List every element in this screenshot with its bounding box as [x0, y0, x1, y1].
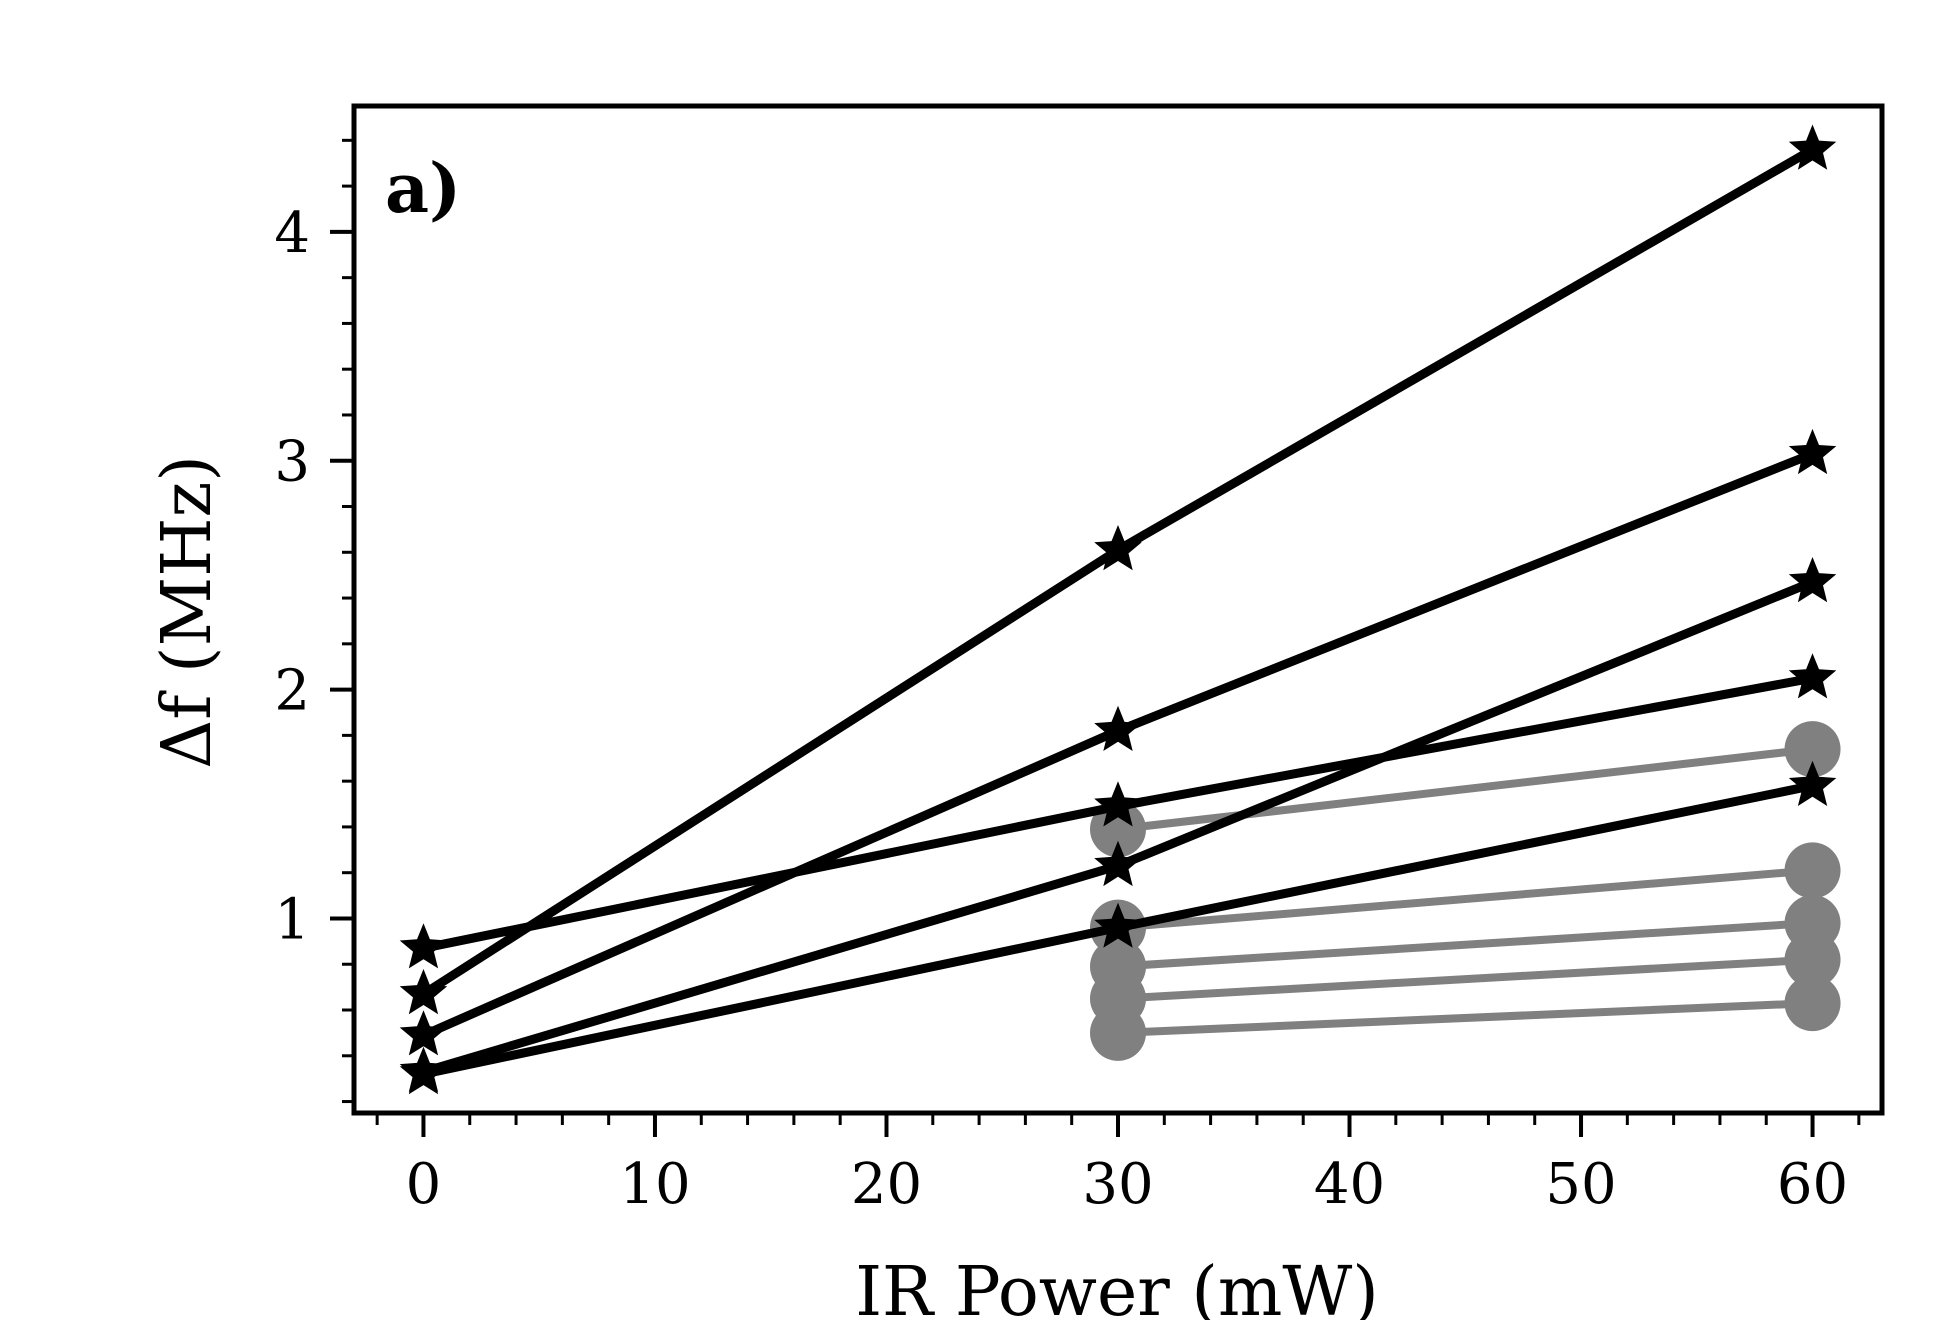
series-line [1117, 866, 1813, 932]
star-marker [399, 969, 448, 1015]
x-tick-label: 50 [1545, 1152, 1616, 1217]
star-marker [399, 923, 448, 969]
x-axis-title: IR Power (mW) [855, 1253, 1379, 1320]
circle-marker [1090, 801, 1146, 858]
series-5 [399, 760, 1837, 1095]
circle-marker [1090, 1004, 1146, 1061]
star-marker [1788, 760, 1837, 806]
series-line [1117, 955, 1813, 1003]
y-tick-label: 4 [274, 201, 310, 266]
series-2 [399, 428, 1837, 1056]
circle-marker [1784, 721, 1841, 778]
star-marker [1788, 428, 1837, 475]
series-4 [399, 653, 1837, 969]
star-marker [1094, 705, 1142, 751]
x-tick-label: 40 [1314, 1152, 1385, 1217]
x-tick-label: 20 [851, 1152, 922, 1217]
series-line [1117, 919, 1813, 971]
star-marker [399, 1010, 448, 1056]
star-marker [1094, 840, 1142, 887]
star-marker [1788, 124, 1837, 170]
star-marker [1094, 525, 1142, 571]
x-tick-label: 60 [1777, 1152, 1848, 1217]
star-marker [1788, 557, 1837, 603]
y-tick-label: 3 [274, 430, 310, 495]
star-marker [1094, 902, 1142, 948]
x-tick-label: 0 [406, 1152, 442, 1217]
series-line [1117, 999, 1813, 1037]
circle-marker [1784, 931, 1841, 988]
star-marker [399, 1049, 448, 1095]
star-marker [1094, 781, 1142, 827]
y-tick-label: 2 [274, 659, 310, 724]
y-axis-title: Δf (MHz) [148, 455, 227, 769]
star-marker [1788, 653, 1837, 699]
x-tick-label: 30 [1082, 1152, 1153, 1217]
series-10 [1090, 975, 1841, 1061]
panel-label: a) [385, 149, 461, 229]
axis-ticks: 0 10 20 30 40 50 60 1 2 3 4 [274, 138, 1861, 1217]
series-layer [399, 124, 1841, 1095]
circle-marker [1784, 842, 1841, 899]
series-1 [399, 124, 1837, 1015]
y-tick-label: 1 [274, 887, 310, 952]
x-tick-label: 10 [619, 1152, 690, 1217]
circle-marker [1784, 975, 1841, 1032]
